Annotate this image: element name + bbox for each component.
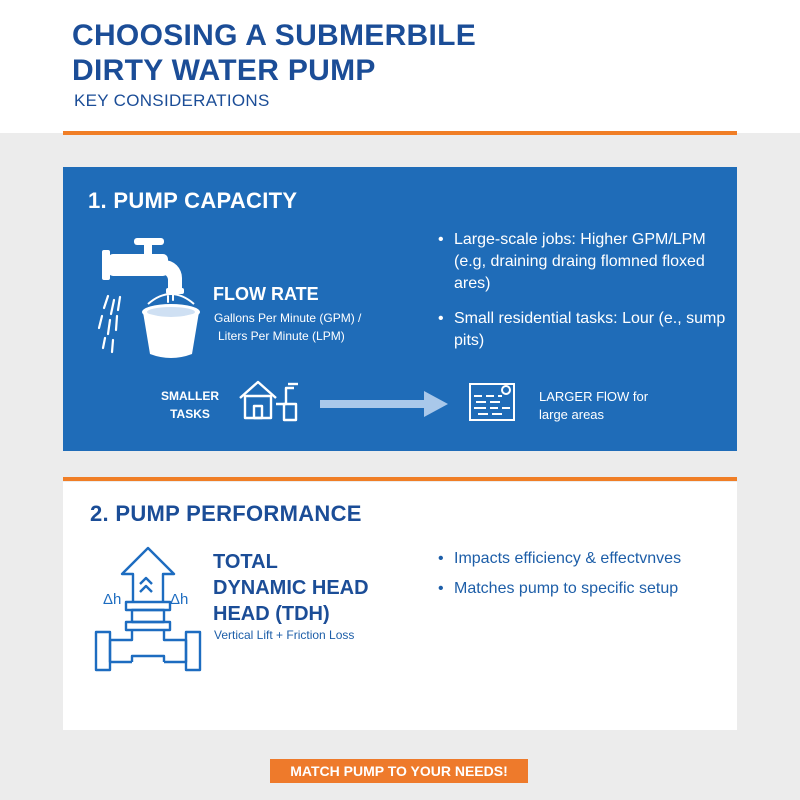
tdh-line-3: HEAD (TDH) — [213, 603, 330, 625]
tdh-line-1: TOTAL — [213, 551, 278, 573]
list-item: Matches pump to specific setup — [436, 578, 736, 600]
smaller-tasks-line-1: SMALLER — [161, 389, 219, 403]
arrow-right-icon — [320, 391, 448, 417]
list-item: Impacts efficiency & effectvnves — [436, 548, 736, 570]
tdh-formula: Vertical Lift + Friction Loss — [214, 628, 355, 642]
list-item: Small residential tasks: Lour (e., sump … — [436, 308, 726, 352]
delta-h-left-label: Δh — [103, 591, 122, 608]
smaller-tasks-line-2: TASKS — [170, 407, 210, 421]
smaller-tasks-label: SMALLER TASKS — [150, 387, 230, 423]
page-title: CHOOSING A SUBMERBILE DIRTY WATER PUMP — [72, 18, 476, 88]
section-1-title: 1. PUMP CAPACITY — [88, 188, 298, 213]
section-divider — [63, 477, 737, 481]
tdh-title: TOTAL DYNAMIC HEAD HEAD (TDH) — [213, 549, 369, 627]
larger-flow-line-1: LARGER FlOW for — [539, 389, 649, 404]
house-pipe-icon — [239, 380, 298, 422]
performance-bullet-list: Impacts efficiency & effectvnves Matches… — [436, 548, 736, 608]
header-divider — [63, 131, 737, 135]
header-band — [0, 0, 800, 133]
capacity-bullet-list: Large-scale jobs: Higher GPM/LPM (e.g, d… — [436, 229, 726, 365]
pipe-lift-icon — [94, 546, 202, 672]
larger-flow-label: LARGER FlOW for large areas — [539, 388, 648, 424]
title-line-2: DIRTY WATER PUMP — [72, 54, 376, 87]
list-item: Large-scale jobs: Higher GPM/LPM (e.g, d… — [436, 229, 726, 295]
cta-banner: MATCH PUMP TO YOUR NEEDS! — [270, 759, 528, 783]
page-subtitle: KEY CONSIDERATIONS — [74, 91, 270, 110]
flow-rate-title: FLOW RATE — [213, 284, 319, 304]
pool-icon — [469, 383, 515, 421]
flow-rate-unit-gpm: Gallons Per Minute (GPM) / — [214, 311, 362, 325]
title-line-1: CHOOSING A SUBMERBILE — [72, 19, 477, 52]
faucet-icon — [97, 238, 184, 354]
pump-performance-panel — [63, 482, 737, 730]
section-2-title: 2. PUMP PERFORMANCE — [90, 501, 362, 526]
delta-h-right-label: Δh — [170, 591, 189, 608]
flow-rate-unit-lpm: Liters Per Minute (LPM) — [218, 329, 345, 343]
bucket-icon — [142, 291, 200, 358]
tdh-line-2: DYNAMIC HEAD — [213, 577, 369, 599]
larger-flow-line-2: large areas — [539, 407, 605, 422]
